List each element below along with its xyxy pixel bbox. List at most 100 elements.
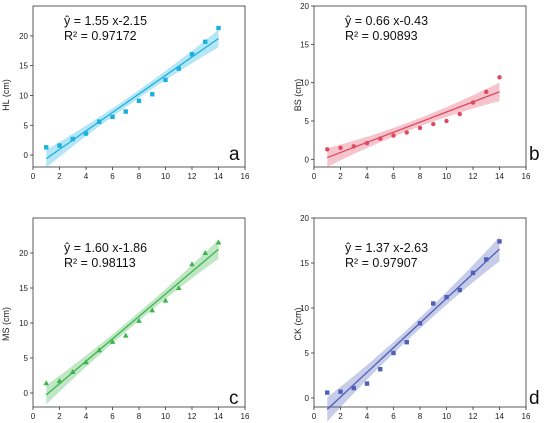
x-tick-label: 8 (137, 172, 142, 181)
data-point (391, 133, 396, 138)
plot-layer: 0 2 4 6 8 10 12 14 16 0 5 10 15 20 (300, 2, 531, 181)
data-point (83, 131, 89, 136)
equation-label: ŷ = 1.60 x-1.86 (64, 241, 147, 255)
data-point (378, 136, 383, 141)
plot-layer: 0 2 4 6 8 10 12 14 16 0 5 10 15 20 (19, 5, 250, 181)
x-tick-label: 8 (418, 412, 423, 421)
y-tick-label: 15 (300, 259, 309, 268)
regression-line (327, 91, 500, 159)
data-point (497, 239, 502, 244)
data-point (338, 145, 343, 151)
y-tick-label: 15 (19, 284, 28, 293)
y-tick-label: 20 (19, 249, 28, 258)
x-tick-label: 16 (522, 412, 531, 421)
plot-layer: 0 2 4 6 8 10 12 14 16 0 5 10 15 20 (300, 214, 531, 422)
r2-label: R² = 0.97172 (64, 29, 137, 43)
regression-line (326, 248, 500, 410)
data-point (122, 332, 129, 338)
y-tick-label: 10 (300, 304, 309, 313)
data-point (202, 250, 209, 255)
data-point (444, 295, 449, 300)
data-point (484, 89, 489, 95)
data-point (176, 66, 181, 71)
data-point (215, 239, 222, 245)
data-point (96, 347, 103, 353)
panel-letter: b (529, 144, 540, 165)
y-tick-label: 10 (19, 91, 28, 100)
x-tick-label: 0 (31, 412, 36, 421)
data-point (404, 130, 409, 135)
y-tick-label: 10 (19, 319, 28, 328)
data-point (417, 321, 423, 326)
x-tick-label: 6 (391, 412, 396, 421)
x-tick-label: 10 (442, 412, 451, 421)
x-tick-label: 6 (110, 172, 115, 181)
x-tick-label: 2 (57, 412, 62, 421)
data-point (216, 25, 221, 31)
x-tick-label: 10 (161, 412, 170, 421)
equation-label: ŷ = 1.55 x-2.15 (64, 14, 147, 28)
x-tick-label: 6 (391, 172, 396, 181)
equation-label: ŷ = 0.66 x-0.43 (345, 14, 428, 28)
y-axis-label: BS (cm) (293, 79, 303, 112)
r2-label: R² = 0.97907 (345, 256, 418, 270)
y-tick-label: 20 (19, 32, 28, 41)
data-point (44, 145, 49, 150)
x-tick-label: 4 (365, 172, 370, 181)
data-point (97, 119, 102, 124)
x-tick-label: 12 (188, 172, 197, 181)
x-tick-label: 14 (214, 172, 223, 181)
data-point (484, 257, 489, 262)
data-point (123, 109, 128, 114)
y-tick-label: 15 (19, 62, 28, 71)
x-tick-label: 12 (469, 172, 478, 181)
x-tick-label: 16 (241, 172, 250, 181)
data-point (203, 39, 208, 44)
data-point (109, 338, 116, 344)
x-tick-label: 14 (214, 412, 223, 421)
data-point (364, 381, 370, 386)
data-point (325, 390, 330, 395)
y-tick-label: 5 (305, 117, 310, 126)
data-point (149, 307, 156, 313)
y-tick-label: 0 (24, 389, 29, 398)
x-tick-label: 2 (338, 412, 343, 421)
data-point (457, 287, 462, 293)
x-tick-label: 12 (188, 412, 197, 421)
data-point (83, 359, 89, 365)
x-tick-label: 16 (241, 412, 250, 421)
plot-layer: 0 2 4 6 8 10 12 14 16 0 5 10 15 20 (19, 217, 250, 421)
data-point (431, 301, 436, 306)
data-point (150, 92, 155, 97)
data-point (470, 100, 476, 105)
equation-label: ŷ = 1.37 x-2.63 (345, 241, 428, 255)
data-point (189, 52, 195, 57)
data-point (470, 270, 476, 276)
y-tick-label: 5 (24, 354, 29, 363)
regression-line (45, 248, 219, 396)
x-tick-label: 10 (442, 172, 451, 181)
panel-a: 0 2 4 6 8 10 12 14 16 0 5 10 15 20 ŷ = 1.55 x-2.15 R²… (1, 5, 250, 181)
x-tick-label: 8 (418, 172, 423, 181)
x-tick-label: 4 (84, 412, 89, 421)
x-tick-label: 14 (495, 172, 504, 181)
y-tick-label: 0 (24, 151, 29, 160)
data-point (163, 77, 168, 83)
data-point (457, 111, 462, 117)
panel-b: 0 2 4 6 8 10 12 14 16 0 5 10 15 20 ŷ = 0.66 x-0.43 R²… (293, 2, 540, 181)
data-point (110, 114, 115, 120)
x-tick-label: 12 (469, 412, 478, 421)
y-tick-label: 5 (24, 121, 29, 130)
x-tick-label: 6 (110, 412, 115, 421)
data-point (364, 141, 370, 146)
y-tick-label: 20 (300, 214, 309, 223)
y-axis-label: HL (cm) (1, 79, 11, 111)
data-point (351, 385, 356, 391)
x-tick-label: 0 (31, 172, 36, 181)
panel-c: 0 2 4 6 8 10 12 14 16 0 5 10 15 20 ŷ = 1.60 x-1.86 R²… (1, 217, 250, 421)
data-point (404, 340, 409, 345)
data-point (391, 350, 396, 356)
data-point (136, 317, 142, 323)
regression-line (45, 37, 219, 160)
data-point (69, 369, 76, 374)
